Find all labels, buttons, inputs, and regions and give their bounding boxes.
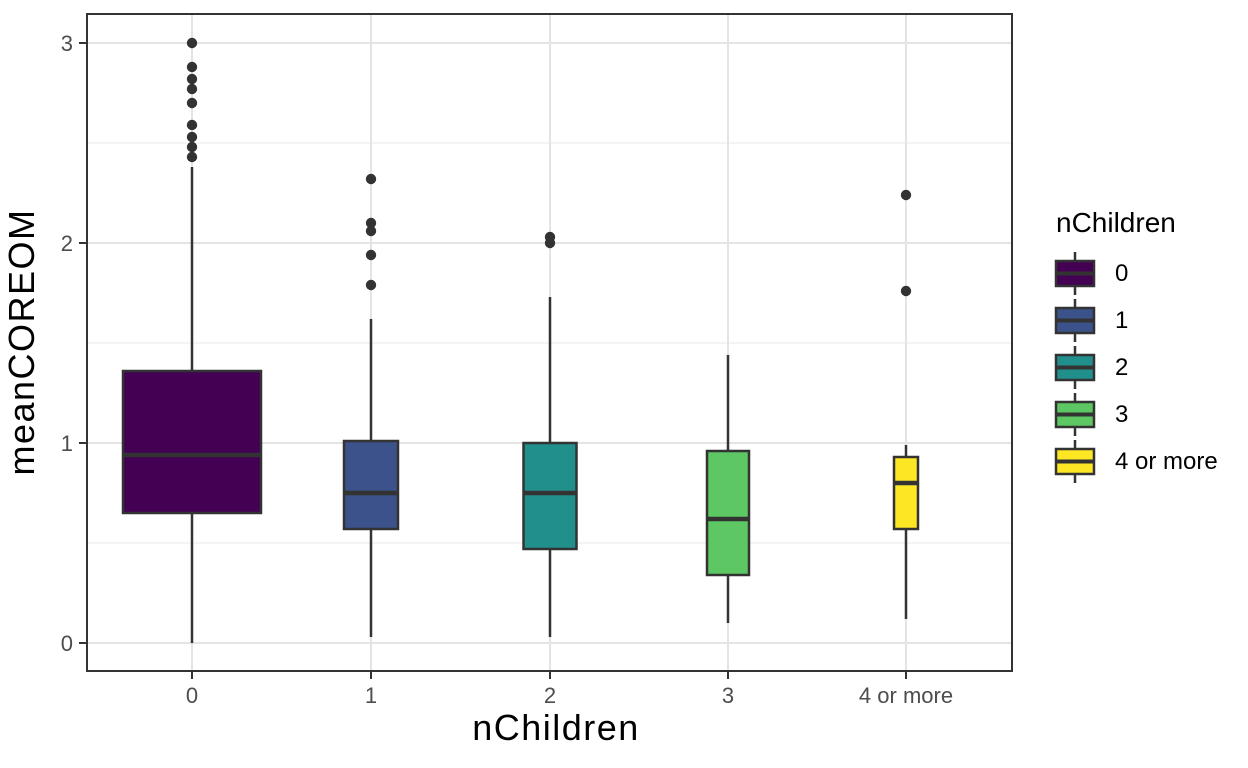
outlier-dot [186, 131, 198, 143]
outlier-dot [365, 217, 377, 229]
y-tick-label: 3 [61, 31, 73, 56]
legend: nChildren 0 1 2 3 4 or more [1053, 200, 1248, 485]
outlier-dot [544, 237, 556, 249]
outlier-dot [365, 249, 377, 261]
legend-entry-0: 0 [1053, 250, 1248, 297]
legend-key-icon [1054, 440, 1096, 483]
legend-entry-label: 0 [1115, 259, 1129, 287]
box-2 [522, 441, 578, 551]
outlier-dot [186, 151, 198, 163]
y-tick-label: 0 [61, 631, 73, 656]
outlier-dot [365, 279, 377, 291]
x-axis-title: nChildren [472, 707, 640, 748]
outlier-dot [186, 83, 198, 95]
outlier-dot [900, 189, 912, 201]
y-tick-label: 2 [61, 231, 73, 256]
x-tick-label: 0 [186, 683, 198, 708]
legend-key-icon [1054, 252, 1096, 295]
x-tick-label: 3 [722, 683, 734, 708]
outlier-dot [186, 119, 198, 131]
outlier-dot [186, 37, 198, 49]
outlier-dot [186, 141, 198, 153]
box-layer [121, 37, 920, 643]
legend-title: nChildren [1056, 207, 1176, 238]
legend-entry-3: 3 [1053, 391, 1248, 438]
legend-entry-label: 3 [1115, 400, 1129, 428]
legend-entry-label: 1 [1115, 306, 1129, 334]
legend-entry-label: 4 or more [1115, 447, 1218, 475]
outlier-dot [900, 285, 912, 297]
box-0 [121, 369, 263, 515]
legend-key-icon [1054, 346, 1096, 389]
outlier-dot [186, 73, 198, 85]
legend-entry-4: 4 or more [1053, 438, 1248, 485]
outlier-dot [365, 225, 377, 237]
x-tick-label: 4 or more [859, 683, 953, 708]
outlier-dot [365, 173, 377, 185]
axis-layer: 0 1 2 3 0 1 2 3 4 or more [61, 13, 1013, 708]
legend-key-icon [1054, 393, 1096, 436]
legend-entry-2: 2 [1053, 344, 1248, 391]
legend-key-icon [1054, 299, 1096, 342]
legend-entry-1: 1 [1053, 297, 1248, 344]
x-tick-label: 1 [365, 683, 377, 708]
box-4 [892, 455, 920, 531]
box-3 [705, 449, 751, 577]
x-tick-label: 2 [544, 683, 556, 708]
outlier-dot [186, 61, 198, 73]
outlier-dot [186, 97, 198, 109]
box-1 [342, 439, 400, 531]
y-tick-label: 1 [61, 431, 73, 456]
y-axis-title: meanCOREOM [1, 208, 42, 475]
legend-entry-label: 2 [1115, 353, 1129, 381]
legend-entries: 0 1 2 3 4 or more [1053, 250, 1248, 485]
